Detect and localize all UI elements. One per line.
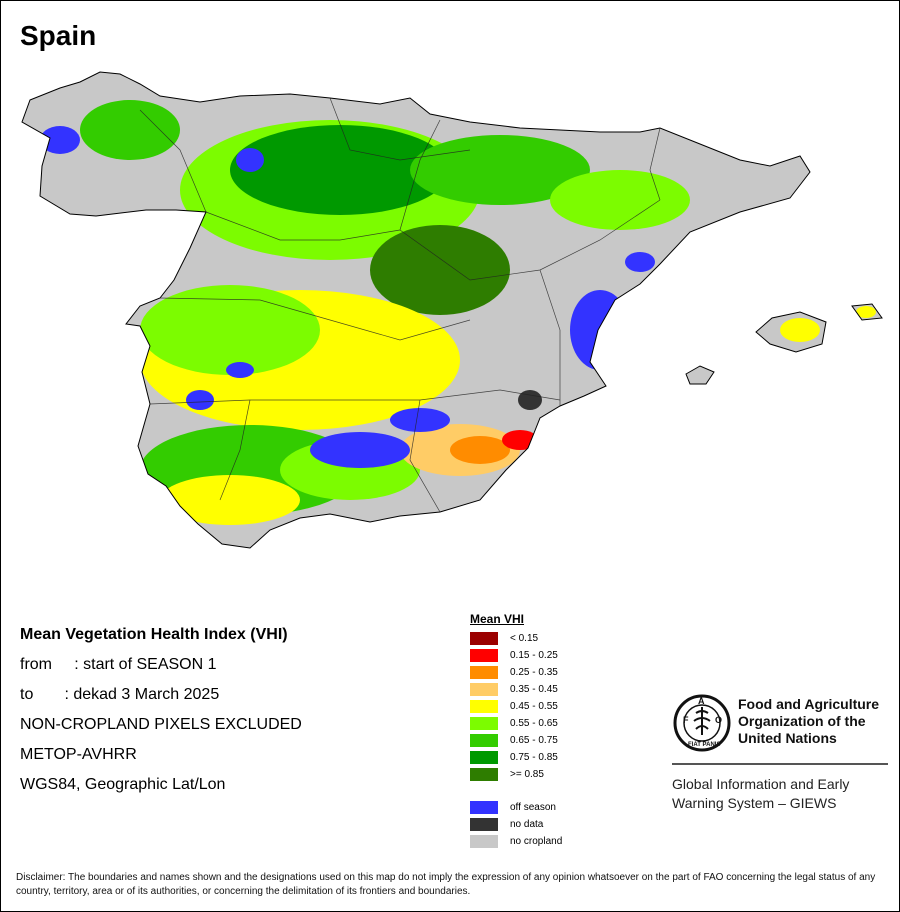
legend-row: no data: [470, 816, 562, 833]
spain-vhi-map: [21, 71, 883, 549]
legend-swatch: [470, 649, 498, 662]
svg-text:A: A: [698, 696, 705, 706]
legend-row: >= 0.85: [470, 766, 562, 783]
legend-swatch: [470, 835, 498, 848]
legend-row: 0.25 - 0.35: [470, 664, 562, 681]
legend-swatch: [470, 768, 498, 781]
info-projection: WGS84, Geographic Lat/Lon: [20, 776, 226, 793]
info-heading: Mean Vegetation Health Index (VHI): [20, 626, 288, 643]
giews-name: Global Information and Early Warning Sys…: [672, 776, 850, 811]
legend-label: off season: [510, 802, 556, 813]
legend-row: off season: [470, 799, 562, 816]
info-excluded: NON-CROPLAND PIXELS EXCLUDED: [20, 716, 302, 733]
legend-swatch: [470, 751, 498, 764]
legend-label: no data: [510, 819, 544, 830]
legend-label: 0.45 - 0.55: [510, 701, 558, 712]
legend-swatch: [470, 717, 498, 730]
svg-text:FIAT PANIS: FIAT PANIS: [688, 742, 720, 748]
legend-swatch: [470, 683, 498, 696]
fao-divider: [672, 763, 888, 765]
legend-swatch: [470, 666, 498, 679]
legend-row: 0.15 - 0.25: [470, 647, 562, 664]
fao-name: Food and Agriculture Organization of the…: [738, 696, 880, 746]
map-title: Spain: [20, 20, 97, 51]
legend-swatch: [470, 632, 498, 645]
legend-swatch: [470, 700, 498, 713]
info-from: from : start of SEASON 1: [20, 656, 217, 673]
legend-row: 0.55 - 0.65: [470, 715, 562, 732]
legend-row: no cropland: [470, 833, 562, 850]
legend-row: 0.75 - 0.85: [470, 749, 562, 766]
legend-row: < 0.15: [470, 630, 562, 647]
legend-swatch: [470, 818, 498, 831]
svg-text:O: O: [715, 715, 722, 725]
svg-text:F: F: [683, 715, 689, 725]
legend-row: 0.65 - 0.75: [470, 732, 562, 749]
info-sensor: METOP-AVHRR: [20, 746, 137, 763]
legend-swatch: [470, 734, 498, 747]
legend-label: 0.25 - 0.35: [510, 667, 558, 678]
legend-row: 0.45 - 0.55: [470, 698, 562, 715]
legend-label: 0.15 - 0.25: [510, 650, 558, 661]
legend-label: 0.65 - 0.75: [510, 735, 558, 746]
legend-label: < 0.15: [510, 633, 539, 644]
legend-label: no cropland: [510, 836, 563, 847]
fao-logo-icon: F A O FIAT PANIS: [673, 694, 731, 752]
disclaimer: Disclaimer: The boundaries and names sho…: [16, 872, 876, 897]
info-to: to : dekad 3 March 2025: [20, 686, 220, 703]
legend-swatch: [470, 801, 498, 814]
legend-label: >= 0.85: [510, 769, 544, 780]
legend-label: 0.75 - 0.85: [510, 752, 558, 763]
map-info: Mean Vegetation Health Index (VHI) from …: [20, 620, 302, 800]
legend-label: 0.55 - 0.65: [510, 718, 558, 729]
legend: Mean VHI < 0.15 0.15 - 0.25 0.25 - 0.35 0.3…: [470, 612, 562, 850]
fao-branding: F A O FIAT PANIS Food and Agriculture Or…: [672, 693, 888, 811]
legend-title: Mean VHI: [470, 612, 525, 626]
legend-row: 0.35 - 0.45: [470, 681, 562, 698]
legend-label: 0.35 - 0.45: [510, 684, 558, 695]
